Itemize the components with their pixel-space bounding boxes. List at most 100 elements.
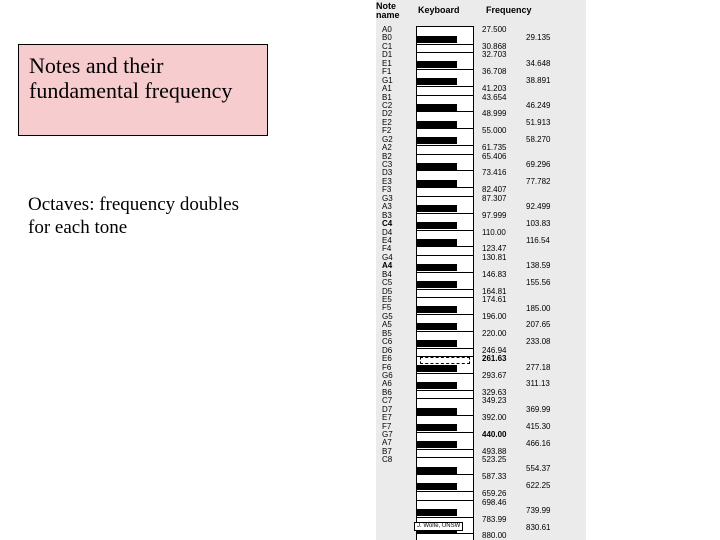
- black-key: [417, 441, 457, 448]
- white-key-separator: [417, 297, 473, 298]
- frequency-row: 369.99: [526, 406, 550, 414]
- white-key-separator: [417, 255, 473, 256]
- accidental-frequency: 92.499: [526, 202, 550, 211]
- frequency-row: 97.999: [482, 212, 506, 220]
- white-key-separator: [417, 196, 473, 197]
- black-key: [417, 424, 457, 431]
- frequency-row: 440.00: [482, 431, 506, 439]
- frequency-row: 73.416: [482, 169, 506, 177]
- frequency-row: 349.23: [482, 397, 506, 405]
- black-key: [417, 78, 457, 85]
- frequency-row: 146.83: [482, 271, 506, 279]
- white-key-separator: [417, 533, 473, 534]
- accidental-frequency: 46.249: [526, 101, 550, 110]
- accidental-frequency: 116.54: [526, 236, 550, 245]
- natural-frequency: 65.406: [482, 152, 506, 161]
- black-key: [417, 104, 457, 111]
- natural-frequency: 97.999: [482, 211, 506, 220]
- accidental-frequency: 51.913: [526, 118, 550, 127]
- natural-frequency: 440.00: [482, 430, 506, 439]
- title-box: Notes and their fundamental frequency: [18, 44, 268, 136]
- frequency-row: 220.00: [482, 330, 506, 338]
- white-key-separator: [417, 44, 473, 45]
- natural-frequency: 293.67: [482, 371, 506, 380]
- frequency-row: 739.99: [526, 507, 550, 515]
- accidental-frequency: 38.891: [526, 76, 550, 85]
- accidental-frequency: 207.65: [526, 320, 550, 329]
- accidental-frequency: 29.135: [526, 33, 550, 42]
- white-key-separator: [417, 52, 473, 53]
- white-key-separator: [417, 474, 473, 475]
- natural-frequency: 27.500: [482, 25, 506, 34]
- frequency-row: 196.00: [482, 313, 506, 321]
- natural-frequency: 392.00: [482, 413, 506, 422]
- frequency-row: 27.500: [482, 26, 506, 34]
- keyboard-graphic: [416, 26, 474, 540]
- title-text: Notes and their fundamental frequency: [29, 53, 257, 104]
- white-key-separator: [417, 187, 473, 188]
- natural-frequency: 73.416: [482, 168, 506, 177]
- accidental-frequency: 622.25: [526, 481, 550, 490]
- black-key: [417, 509, 457, 516]
- black-key: [417, 121, 457, 128]
- frequency-row: 34.648: [526, 60, 550, 68]
- white-key-separator: [417, 154, 473, 155]
- white-key-separator: [417, 145, 473, 146]
- white-key-separator: [417, 314, 473, 315]
- natural-frequency: 43.654: [482, 93, 506, 102]
- black-key: [417, 239, 457, 246]
- piano-frequency-chart: Note name Keyboard Frequency A0B0C1D1E1F…: [376, 0, 586, 540]
- white-key-separator: [417, 415, 473, 416]
- white-key-separator: [417, 230, 473, 231]
- frequency-row: 466.16: [526, 440, 550, 448]
- accidental-frequency: 58.270: [526, 135, 550, 144]
- frequency-row: 46.249: [526, 102, 550, 110]
- white-key-separator: [417, 331, 473, 332]
- header-keyboard: Keyboard: [418, 6, 460, 15]
- natural-frequency: 698.46: [482, 498, 506, 507]
- black-key: [417, 306, 457, 313]
- natural-frequency: 146.83: [482, 270, 506, 279]
- middle-c-marker: [420, 357, 470, 364]
- frequency-row: 38.891: [526, 77, 550, 85]
- black-key: [417, 180, 457, 187]
- frequency-row: 65.406: [482, 153, 506, 161]
- frequency-row: 92.499: [526, 203, 550, 211]
- natural-frequency: 261.63: [482, 354, 506, 363]
- accidental-frequency: 739.99: [526, 506, 550, 515]
- note-name-column: A0B0C1D1E1F1G1A1B1C2D2E2F2G2A2B2C3D3E3F3…: [382, 26, 410, 465]
- black-key: [417, 264, 457, 271]
- white-key-separator: [417, 272, 473, 273]
- accidental-frequency: 77.782: [526, 177, 550, 186]
- frequency-row: 293.67: [482, 372, 506, 380]
- black-key: [417, 323, 457, 330]
- frequency-row: 311.13: [526, 380, 550, 388]
- accidental-frequency: 830.61: [526, 523, 550, 532]
- natural-frequency: 783.99: [482, 515, 506, 524]
- frequency-row: 622.25: [526, 482, 550, 490]
- black-key: [417, 483, 457, 490]
- frequency-row: 48.999: [482, 110, 506, 118]
- accidental-frequency: 415.30: [526, 422, 550, 431]
- black-key: [417, 36, 457, 43]
- white-key-separator: [417, 390, 473, 391]
- frequency-row: 69.296: [526, 161, 550, 169]
- frequency-row: 130.81: [482, 254, 506, 262]
- natural-frequency: 880.00: [482, 531, 506, 540]
- frequency-row: 523.25: [482, 456, 506, 464]
- frequency-row: 103.83: [526, 220, 550, 228]
- natural-frequency: 174.61: [482, 295, 506, 304]
- natural-frequency: 48.999: [482, 109, 506, 118]
- frequency-row: 77.782: [526, 178, 550, 186]
- note-label: C8: [382, 456, 410, 464]
- accidental-frequency: 277.18: [526, 363, 550, 372]
- black-key: [417, 222, 457, 229]
- frequency-row: 698.46: [482, 499, 506, 507]
- black-key: [417, 365, 457, 372]
- black-key: [417, 408, 457, 415]
- frequency-row: 185.00: [526, 305, 550, 313]
- accidental-frequency: 34.648: [526, 59, 550, 68]
- black-key: [417, 340, 457, 347]
- natural-frequency: 32.703: [482, 50, 506, 59]
- accidental-frequency: 103.83: [526, 219, 550, 228]
